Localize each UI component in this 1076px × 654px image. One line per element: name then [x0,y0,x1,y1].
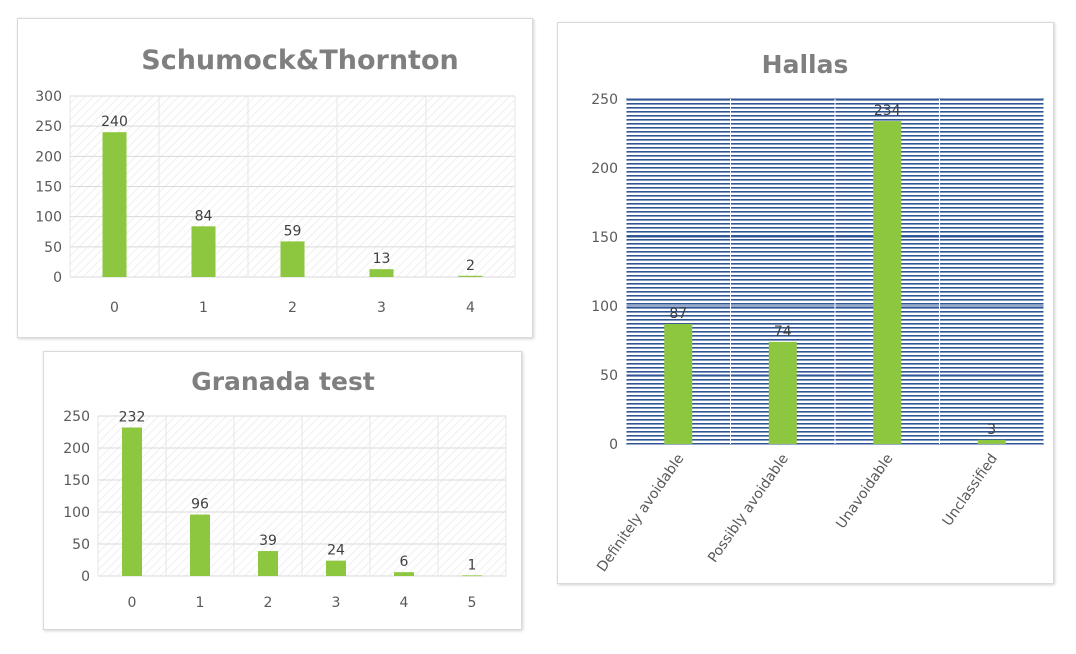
y-tick-label: 0 [81,569,90,585]
data-label: 232 [119,410,146,426]
data-label: 13 [373,251,391,267]
bar [190,514,210,576]
y-tick-label: 150 [35,180,62,196]
y-tick-label: 250 [591,92,618,108]
chart-schumock: Schumock&Thornton 0501001502002503002408… [35,45,516,316]
data-label: 3 [987,422,996,438]
chart-title: Hallas [762,50,849,79]
x-tick-label: 2 [264,595,273,611]
y-tick-label: 0 [609,437,618,453]
x-tick-label: 5 [468,595,477,611]
chart-panel-granada: Granada test 0 50 100 150 200 250 232 96 39 24 6 1 0… [43,351,522,630]
y-tick-label: 100 [35,210,62,226]
x-tick-label: 3 [332,595,341,611]
data-label: 74 [774,324,792,340]
data-label: 59 [284,223,302,239]
x-tick-label: 2 [288,300,297,316]
bar [369,269,394,277]
data-label: 24 [327,543,345,559]
bar [258,551,278,576]
data-label: 96 [191,497,209,513]
x-tick-label: Unavoidable [833,451,896,532]
y-tick-label: 200 [35,149,62,165]
bar [394,572,414,576]
bar [191,226,216,277]
data-label: 84 [195,208,213,224]
data-label: 87 [669,306,687,322]
chart-hallas: Hallas 0 50 100 150 200 250 87 74 234 3 Definitely… [591,50,1045,575]
chart-panel-hallas: Hallas 0 50 100 150 200 250 87 74 234 3 Definitely… [557,22,1054,584]
data-label: 240 [101,114,128,130]
x-tick-label: Possibly avoidable [705,451,792,566]
bar [280,241,305,277]
y-tick-label: 150 [63,473,90,489]
x-tick-label: 0 [110,300,119,316]
x-tick-label: 1 [196,595,205,611]
bar [664,323,693,444]
bar [122,427,142,576]
bar [768,341,797,444]
y-tick-label: 250 [35,119,62,135]
bar [873,121,902,444]
bar [462,575,482,577]
data-label: 39 [259,533,277,549]
data-label: 6 [400,554,409,570]
x-tick-label: 4 [466,300,475,316]
y-tick-label: 250 [63,409,90,425]
y-tick-label: 50 [72,537,90,553]
data-label: 1 [468,557,477,573]
x-tick-label: Definitely avoidable [594,451,687,575]
bar [102,132,127,277]
chart-panel-schumock: Schumock&Thornton 0 50 100 150 200 250 300 240 8… [17,18,533,338]
bar [458,275,483,277]
x-tick-label: 0 [128,595,137,611]
y-tick-label: 200 [63,441,90,457]
x-tick-label: 4 [400,595,409,611]
bar [326,560,346,576]
y-tick-label: 100 [63,505,90,521]
y-tick-label: 50 [44,240,62,256]
y-tick-label: 200 [591,161,618,177]
x-tick-label: 3 [377,300,386,316]
data-label: 234 [874,103,901,119]
y-tick-label: 150 [591,230,618,246]
y-tick-label: 300 [35,89,62,105]
y-tick-label: 100 [591,299,618,315]
x-tick-label: Unclassified [940,451,1001,529]
chart-title: Granada test [191,367,375,396]
chart-title: Schumock&Thornton [141,45,459,76]
y-tick-label: 0 [53,270,62,286]
x-tick-label: 1 [199,300,208,316]
data-label: 2 [466,258,475,274]
y-tick-label: 50 [600,368,618,384]
bar [977,439,1006,444]
